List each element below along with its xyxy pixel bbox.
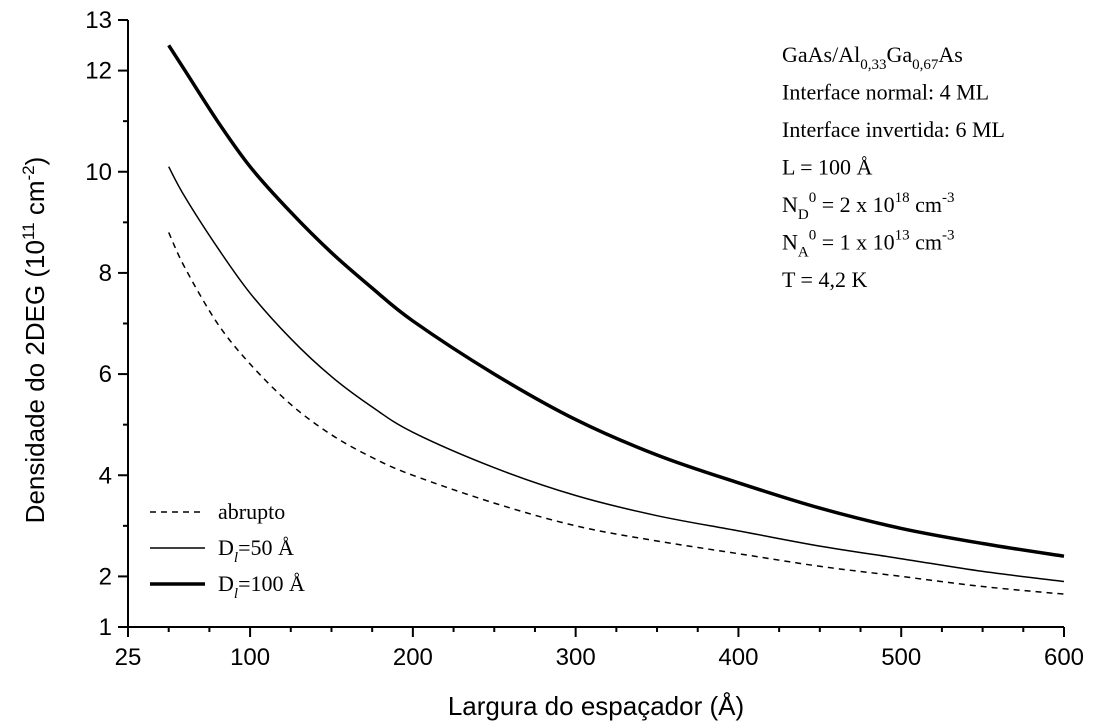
y-axis-title-exp1: 11: [19, 222, 38, 240]
legend-label-part: l: [234, 586, 238, 602]
y-tick-label: 4: [99, 462, 112, 489]
x-tick-label: 200: [393, 644, 433, 671]
annotation-part: A: [798, 245, 809, 261]
y-axis-title-base: Densidade do 2DEG (10: [20, 240, 50, 523]
annotation-line: ND0 = 2 x 1018 cm-3: [782, 190, 955, 223]
legend-label-part: D: [218, 571, 234, 596]
x-tick-label: 25: [115, 644, 142, 671]
legend-label-part: =100 Å: [238, 571, 305, 596]
annotation-part: Ga: [886, 42, 912, 67]
annotation-line: L = 100 Å: [782, 155, 873, 180]
series-line-dashed: [168, 232, 1065, 595]
x-axis-title: Largura do espaçador (Å): [448, 691, 744, 721]
x-tick-label: 100: [230, 644, 270, 671]
legend-label-part: D: [218, 535, 234, 560]
annotation-part: N: [782, 230, 798, 255]
annotation-part: N: [782, 192, 798, 217]
legend-label: Dl=100 Å: [218, 571, 305, 602]
annotation-block: GaAs/Al0,33Ga0,67As Interface normal: 4 M…: [782, 42, 1005, 292]
annotation-part: As: [938, 42, 962, 67]
annotation-part: Interface normal: 4 ML: [782, 80, 989, 105]
y-tick-label: 6: [99, 361, 112, 388]
series-line-thin: [168, 166, 1065, 583]
annotation-line: NA0 = 1 x 1013 cm-3: [782, 228, 955, 261]
series-layer: [167, 44, 1065, 595]
annotation-part: 0,67: [912, 57, 939, 73]
annotation-part: 0: [809, 228, 817, 244]
y-tick-label: 12: [85, 58, 112, 85]
annotation-line: T = 4,2 K: [782, 267, 867, 292]
x-tick-label: 600: [1044, 644, 1084, 671]
y-tick-label: 13: [85, 7, 112, 34]
annotation-line: Interface normal: 4 ML: [782, 80, 989, 105]
annotation-part: -3: [942, 190, 955, 206]
y-tick-label: 10: [85, 159, 112, 186]
annotation-part: L = 100 Å: [782, 155, 873, 180]
y-tick-label: 2: [99, 563, 112, 590]
y-axis-title-end: ): [20, 157, 50, 166]
legend-label-part: =50 Å: [238, 535, 294, 560]
y-axis-title-exp2: -2: [19, 165, 38, 180]
x-tick-label: 400: [718, 644, 758, 671]
y-tick-label: 1: [99, 614, 112, 641]
y-axis-title: Densidade do 2DEG (1011 cm-2): [19, 157, 50, 524]
annotation-line: GaAs/Al0,33Ga0,67As: [782, 42, 963, 73]
annotation-part: T = 4,2 K: [782, 267, 867, 292]
x-tick-label: 300: [556, 644, 596, 671]
annotation-part: -3: [942, 228, 955, 244]
y-tick-label: 8: [99, 260, 112, 287]
annotation-part: = 1 x 10: [816, 230, 894, 255]
annotation-part: cm: [910, 192, 942, 217]
annotation-part: 0,33: [860, 57, 886, 73]
annotation-part: 13: [895, 228, 910, 244]
annotation-part: cm: [910, 230, 942, 255]
annotation-part: = 2 x 10: [816, 192, 894, 217]
x-tick-label: 500: [881, 644, 921, 671]
legend-label-part: l: [234, 550, 238, 566]
annotation-part: GaAs/Al: [782, 42, 860, 67]
annotation-part: Interface invertida: 6 ML: [782, 117, 1005, 142]
legend-label: Dl=50 Å: [218, 535, 294, 566]
annotation-part: 0: [809, 190, 817, 206]
y-axis-title-mid: cm: [20, 180, 50, 222]
annotation-part: 18: [895, 190, 910, 206]
annotation-line: Interface invertida: 6 ML: [782, 117, 1005, 142]
annotation-part: D: [798, 207, 809, 223]
legend-label: abrupto: [218, 499, 285, 524]
series-line-thick: [167, 44, 1065, 558]
